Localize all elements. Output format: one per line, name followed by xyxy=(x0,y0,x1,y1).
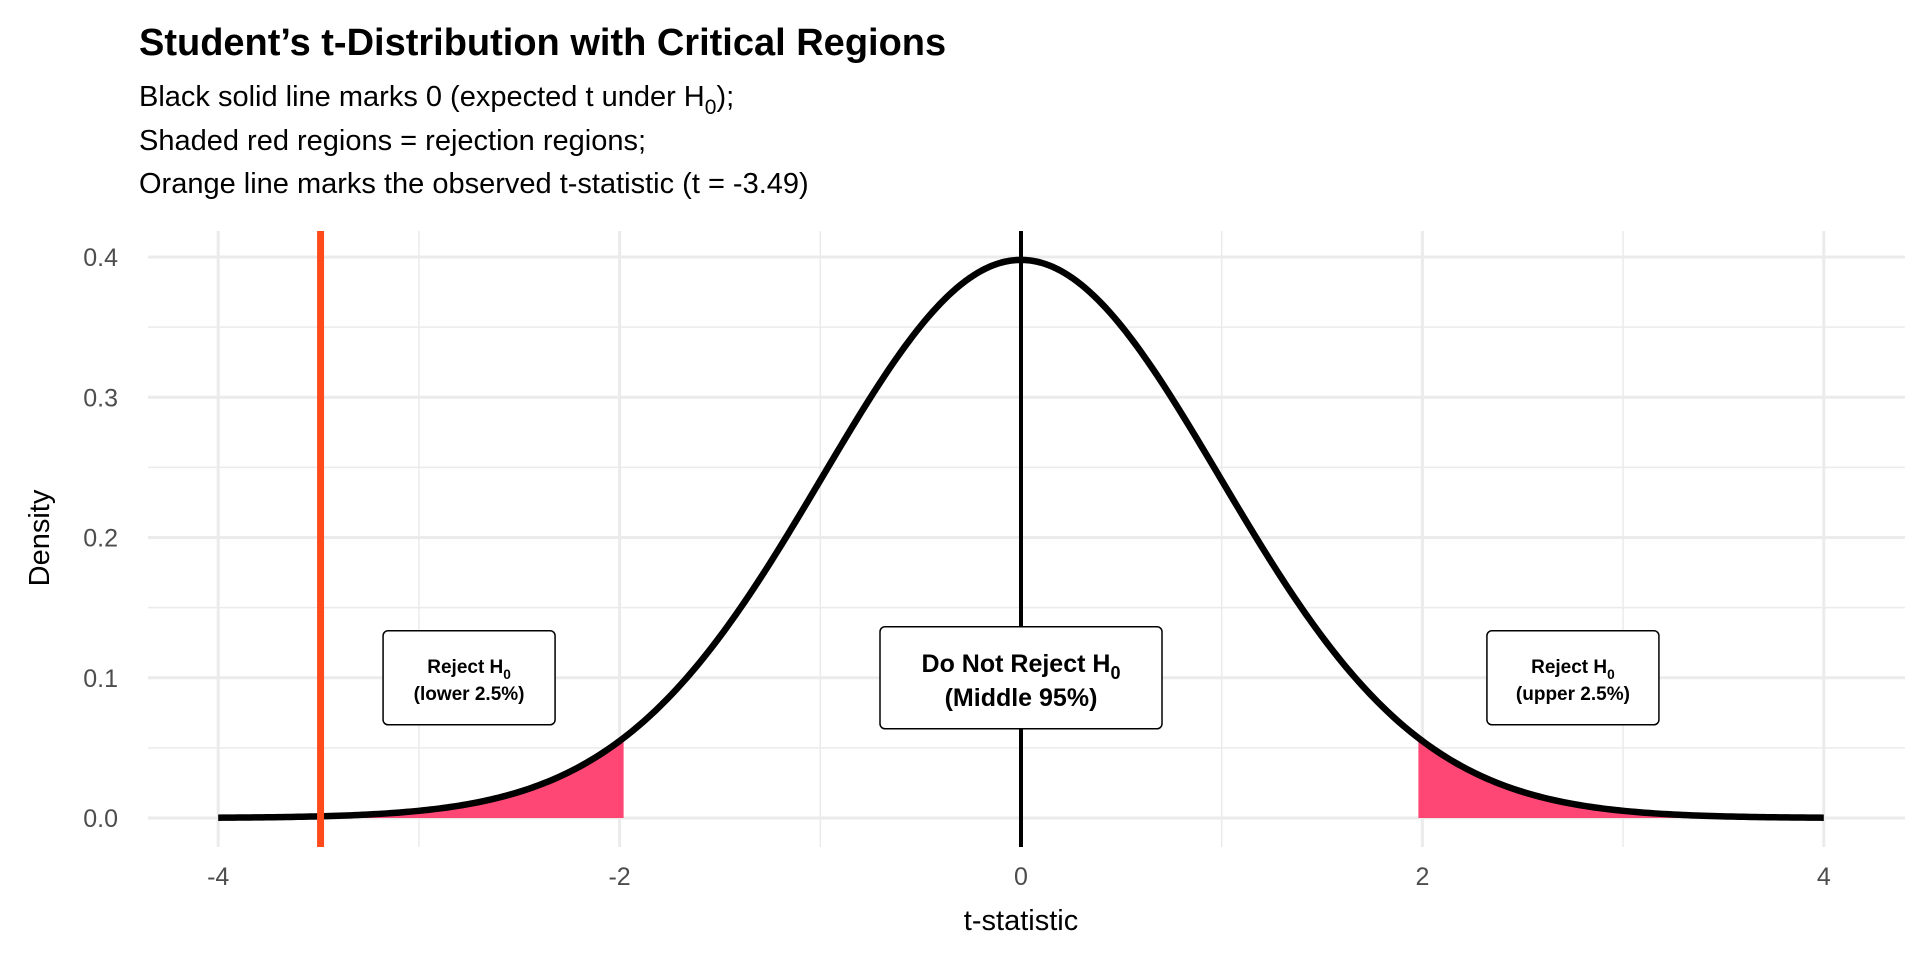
x-tick-label: -2 xyxy=(608,863,630,891)
annotations: Reject H0(lower 2.5%)Do Not Reject H0(Mi… xyxy=(382,626,1660,730)
annotation-middle: Do Not Reject H0(Middle 95%) xyxy=(879,626,1163,730)
y-tick-label: 0.3 xyxy=(83,384,118,412)
annotation-lower: Reject H0(lower 2.5%) xyxy=(382,630,556,726)
annotation-box xyxy=(1486,630,1660,726)
grid xyxy=(148,231,1905,847)
y-tick-label: 0.2 xyxy=(83,525,118,553)
chart-subtitle: Black solid line marks 0 (expected t und… xyxy=(139,81,809,200)
lower-rejection-region xyxy=(218,737,624,818)
annotation-box xyxy=(879,626,1163,730)
x-tick-label: 2 xyxy=(1415,863,1429,891)
annotation-line1: Reject H0 xyxy=(1531,657,1615,682)
axis-ticks: -4 -2 0 2 4 0.0 0.1 0.2 0.3 0.4 xyxy=(83,244,1831,891)
annotation-upper: Reject H0(upper 2.5%) xyxy=(1486,630,1660,726)
annotation-line2: (upper 2.5%) xyxy=(1516,684,1630,705)
x-tick-label: 0 xyxy=(1014,863,1028,891)
chart-title: Student’s t-Distribution with Critical R… xyxy=(139,22,946,64)
annotation-line2: (lower 2.5%) xyxy=(414,684,525,705)
plot-marks xyxy=(218,231,1824,847)
upper-rejection-region xyxy=(1418,737,1824,818)
density-curve xyxy=(218,256,1824,821)
y-axis-label: Density xyxy=(24,489,56,586)
subtitle-line: Orange line marks the observed t-statist… xyxy=(139,168,809,200)
annotation-line1: Do Not Reject H0 xyxy=(922,650,1121,683)
annotation-line1: Reject H0 xyxy=(427,657,511,682)
y-tick-label: 0.1 xyxy=(83,665,118,693)
subtitle-line: Black solid line marks 0 (expected t und… xyxy=(139,81,734,119)
annotation-line2: (Middle 95%) xyxy=(945,684,1098,712)
y-tick-label: 0.4 xyxy=(83,244,118,272)
subtitle-line: Shaded red regions = rejection regions; xyxy=(139,125,646,157)
y-tick-label: 0.0 xyxy=(83,805,118,833)
x-tick-label: 4 xyxy=(1817,863,1831,891)
x-axis-label: t-statistic xyxy=(964,905,1078,937)
annotation-box xyxy=(382,630,556,726)
x-tick-label: -4 xyxy=(207,863,229,891)
